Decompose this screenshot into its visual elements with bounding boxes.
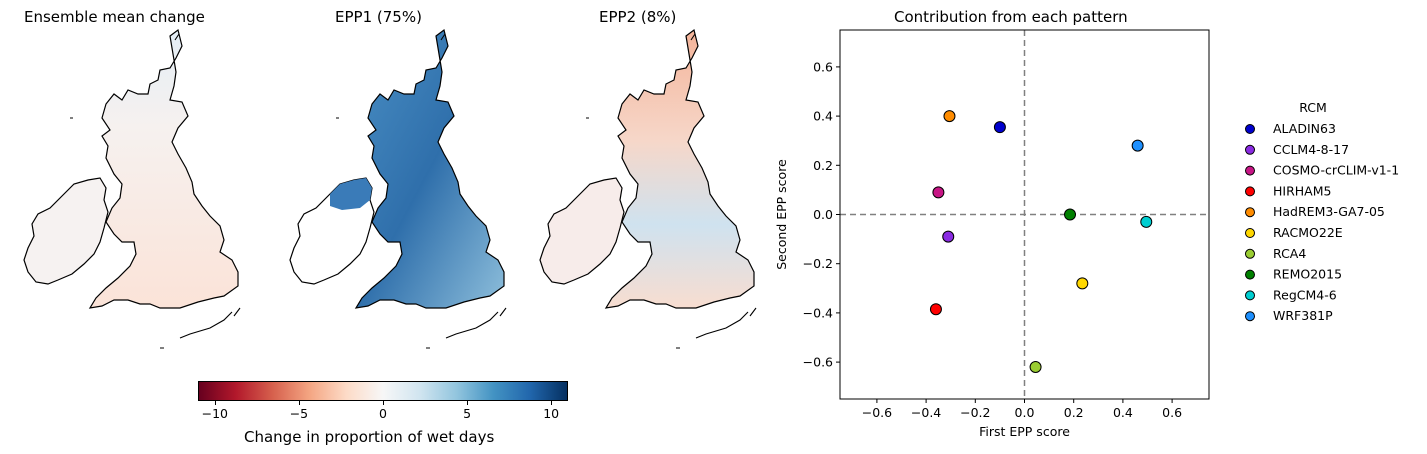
legend-title: RCM (1299, 100, 1327, 115)
legend-label: HadREM3-GA7-05 (1273, 204, 1385, 219)
legend-label: COSMO-crCLIM-v1-1 (1273, 163, 1399, 178)
colorbar-tick-label: 10 (543, 406, 560, 421)
x-tick-label: 0.0 (1015, 405, 1035, 420)
colorbar-label: Change in proportion of wet days (244, 428, 495, 446)
data-point (942, 230, 955, 243)
map-ensemble-mean (23, 28, 241, 349)
data-point (1140, 215, 1153, 228)
map-title-ensemble-mean: Ensemble mean change (24, 8, 205, 26)
x-tick-label: 0.4 (1113, 405, 1133, 420)
legend-marker (1245, 207, 1255, 218)
great-britain-shape (604, 28, 755, 309)
colorbar-tick-label: 0 (379, 406, 387, 421)
outlying-islands (70, 33, 241, 349)
great-britain-shape (354, 28, 505, 309)
x-tick-label: 0.2 (1064, 405, 1084, 420)
colorbar-tick-mark (298, 401, 300, 405)
colorbar-tick-label: −5 (289, 406, 309, 421)
y-axis-label: Second EPP score (774, 159, 789, 270)
x-tick-label: 0.6 (1162, 405, 1182, 420)
colorbar-tick-label: −10 (201, 406, 229, 421)
legend-label: ALADIN63 (1273, 121, 1336, 136)
outlying-islands (586, 33, 757, 349)
x-tick-label: −0.4 (911, 405, 941, 420)
great-britain-shape (88, 28, 239, 309)
map-title-epp2: EPP2 (8%) (599, 8, 677, 26)
y-tick-label: 0.4 (813, 109, 833, 124)
legend-marker (1245, 144, 1255, 155)
legend-label: RCA4 (1273, 246, 1306, 261)
scatter-chart: −0.6 −0.4 −0.2 0.0 0.2 0.4 0.6 −0.6 −0.4 −0.2 0.0 0… (774, 29, 1399, 439)
ireland-shape (23, 177, 109, 285)
ireland-shape (539, 177, 625, 285)
data-point (1076, 277, 1089, 290)
chart-title: Contribution from each pattern (894, 8, 1128, 26)
colorbar-tick-mark (383, 401, 384, 405)
x-axis-label: First EPP score (979, 424, 1070, 439)
colorbar-tick-mark (551, 401, 553, 405)
legend-label: REMO2015 (1273, 267, 1342, 282)
map-shapes (539, 28, 757, 349)
data-point (1131, 139, 1144, 152)
data-point (929, 303, 942, 316)
legend-label: HIRHAM5 (1273, 183, 1331, 198)
map-shapes (289, 28, 507, 349)
y-tick-label: 0.0 (813, 207, 833, 222)
legend-label: WRF381P (1273, 308, 1333, 323)
legend-marker (1245, 311, 1255, 322)
legend-marker (1245, 228, 1255, 238)
legend-marker (1245, 248, 1255, 259)
data-point (1064, 208, 1077, 221)
y-tick-label: 0.6 (813, 59, 833, 74)
map-title-epp1: EPP1 (75%) (335, 8, 422, 26)
y-tick-label: 0.2 (813, 158, 833, 173)
data-point (1029, 361, 1042, 374)
legend-marker (1245, 290, 1255, 301)
x-tick-label: −0.2 (960, 405, 990, 420)
y-tick-label: −0.6 (803, 355, 833, 370)
map-shapes (23, 28, 241, 349)
legend-marker (1245, 124, 1255, 134)
colorbar-tick-label: 5 (463, 406, 472, 421)
colorbar-tick-mark (467, 401, 469, 405)
legend-marker (1245, 186, 1255, 197)
y-tick-label: −0.2 (803, 256, 833, 271)
legend-label: CCLM4-8-17 (1273, 142, 1349, 157)
legend-label: RACMO22E (1273, 225, 1343, 240)
data-point (932, 186, 945, 199)
legend-marker (1245, 269, 1255, 280)
colorbar (198, 381, 568, 401)
northern-ireland-patch (330, 178, 372, 210)
y-tick-label: −0.4 (803, 305, 833, 320)
data-point (993, 121, 1006, 134)
x-tick-label: −0.6 (862, 405, 892, 420)
map-epp1 (289, 28, 507, 349)
data-point (943, 110, 956, 123)
map-epp2 (539, 28, 757, 349)
outlying-islands (336, 33, 507, 349)
colorbar-tick-mark (214, 401, 216, 405)
legend-label: RegCM4-6 (1273, 287, 1337, 302)
legend-marker (1245, 165, 1255, 176)
